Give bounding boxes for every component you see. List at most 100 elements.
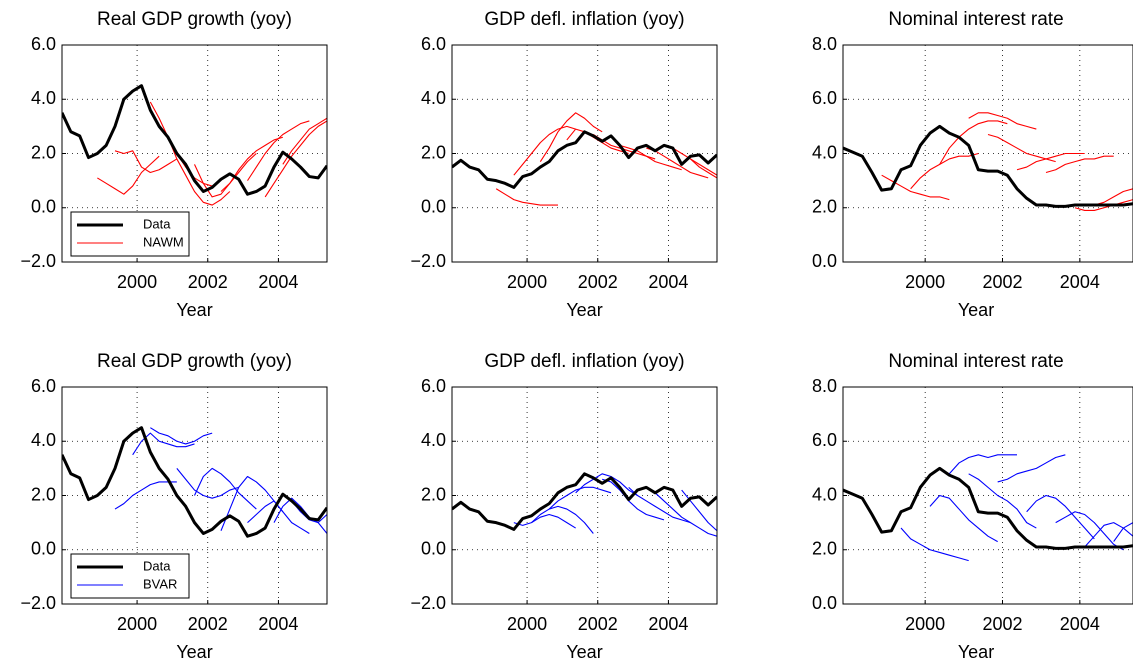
legend-box <box>70 553 190 599</box>
y-tick-label: 6.0 <box>31 376 56 396</box>
y-tick-label: 2.0 <box>31 484 56 504</box>
panel-title: Nominal interest rate <box>888 351 1063 372</box>
series-line <box>62 84 327 196</box>
series-line <box>149 101 213 187</box>
legend-box <box>70 211 190 257</box>
x-axis-label: Year <box>566 642 602 662</box>
series-line <box>910 152 979 190</box>
panel-title: Nominal interest rate <box>888 9 1063 30</box>
series-line <box>1113 522 1133 542</box>
y-tick-label: 2.0 <box>31 142 56 162</box>
panel: Nominal interest rate Year 0.0 2.0 4.0 6.0 8.0… <box>812 351 1133 662</box>
series-line <box>452 472 717 531</box>
series-line <box>176 468 239 499</box>
x-tick-label: 2004 <box>258 614 298 634</box>
x-axis-label: Year <box>176 300 212 320</box>
y-tick-label: −2.0 <box>20 251 56 271</box>
axes-frame <box>61 44 328 263</box>
series-line <box>247 120 310 181</box>
series-line <box>452 130 717 189</box>
axes-frame <box>61 386 328 605</box>
panel: Nominal interest rate Year 0.0 2.0 4.0 6.0 8.0… <box>812 9 1133 320</box>
series-line <box>495 188 558 206</box>
y-tick-label: 0.0 <box>421 197 446 217</box>
y-tick-label: 8.0 <box>812 34 837 54</box>
series-line <box>654 492 717 537</box>
x-tick-label: 2002 <box>578 272 618 292</box>
series-line <box>513 513 576 529</box>
legend: Data BVAR <box>70 553 190 599</box>
y-tick-label: 4.0 <box>812 484 837 504</box>
series-line <box>114 481 177 510</box>
panel-title: GDP defl. inflation (yoy) <box>484 9 684 30</box>
series-line <box>1055 511 1124 551</box>
y-tick-label: 0.0 <box>812 251 837 271</box>
x-tick-label: 2004 <box>648 272 688 292</box>
x-tick-label: 2002 <box>982 614 1022 634</box>
series-line <box>62 426 327 538</box>
x-tick-label: 2000 <box>905 614 945 634</box>
panel: Real GDP growth (yoy) Year −2.0 0.0 2.0 4.0 6.… <box>20 351 328 662</box>
panel-title: GDP defl. inflation (yoy) <box>484 351 684 372</box>
y-tick-label: 8.0 <box>812 376 837 396</box>
series-line <box>548 486 612 510</box>
y-tick-label: −2.0 <box>20 593 56 613</box>
panel-title: Real GDP growth (yoy) <box>97 9 292 30</box>
axes-frame <box>451 44 718 263</box>
y-tick-label: 2.0 <box>812 539 837 559</box>
series-line <box>968 112 1037 130</box>
series-line <box>1045 155 1114 174</box>
series-line <box>575 473 638 496</box>
axes-frame <box>842 386 1133 605</box>
series-line <box>1074 199 1133 212</box>
series-line <box>1094 188 1133 206</box>
series-line <box>690 158 717 176</box>
axes-frame <box>451 386 718 605</box>
x-tick-label: 2000 <box>507 272 547 292</box>
legend-label: BVAR <box>143 576 177 591</box>
series-line <box>194 153 257 198</box>
panel: GDP defl. inflation (yoy) Year −2.0 0.0 2.0 4… <box>410 351 718 662</box>
series-line <box>114 150 178 174</box>
legend-label: Data <box>143 216 171 231</box>
x-tick-label: 2000 <box>905 272 945 292</box>
x-tick-label: 2002 <box>188 272 228 292</box>
y-tick-label: −2.0 <box>410 593 446 613</box>
plot-area <box>62 84 327 206</box>
series-line <box>681 489 717 532</box>
series-line <box>843 466 1133 550</box>
x-tick-label: 2004 <box>258 272 298 292</box>
y-tick-label: 4.0 <box>421 430 446 450</box>
x-axis-label: Year <box>176 642 212 662</box>
series-line <box>132 432 195 456</box>
x-axis-label: Year <box>958 300 994 320</box>
plot-area <box>452 112 717 206</box>
series-line <box>619 144 682 171</box>
series-line <box>97 155 160 195</box>
legend-label: NAWM <box>143 234 184 249</box>
series-line <box>939 120 1008 165</box>
series-line <box>646 147 709 179</box>
y-tick-label: 2.0 <box>421 484 446 504</box>
series-line <box>997 454 1066 483</box>
legend-label: Data <box>143 558 171 573</box>
series-line <box>968 473 1037 529</box>
series-line <box>167 137 231 206</box>
y-tick-label: 6.0 <box>421 376 446 396</box>
x-tick-label: 2002 <box>982 272 1022 292</box>
series-line <box>987 133 1056 163</box>
series-line <box>672 147 717 179</box>
series-line <box>150 427 213 445</box>
series-line <box>539 112 603 162</box>
y-tick-label: 6.0 <box>812 88 837 108</box>
y-tick-label: 0.0 <box>31 197 56 217</box>
panel: Real GDP growth (yoy) Year −2.0 0.0 2.0 4.0 6.… <box>20 9 328 320</box>
y-tick-label: 6.0 <box>812 430 837 450</box>
y-tick-label: 4.0 <box>812 142 837 162</box>
x-tick-label: 2004 <box>648 614 688 634</box>
y-tick-label: 4.0 <box>31 430 56 450</box>
x-tick-label: 2000 <box>117 614 157 634</box>
y-tick-label: 0.0 <box>421 539 446 559</box>
plot-area <box>843 112 1133 212</box>
